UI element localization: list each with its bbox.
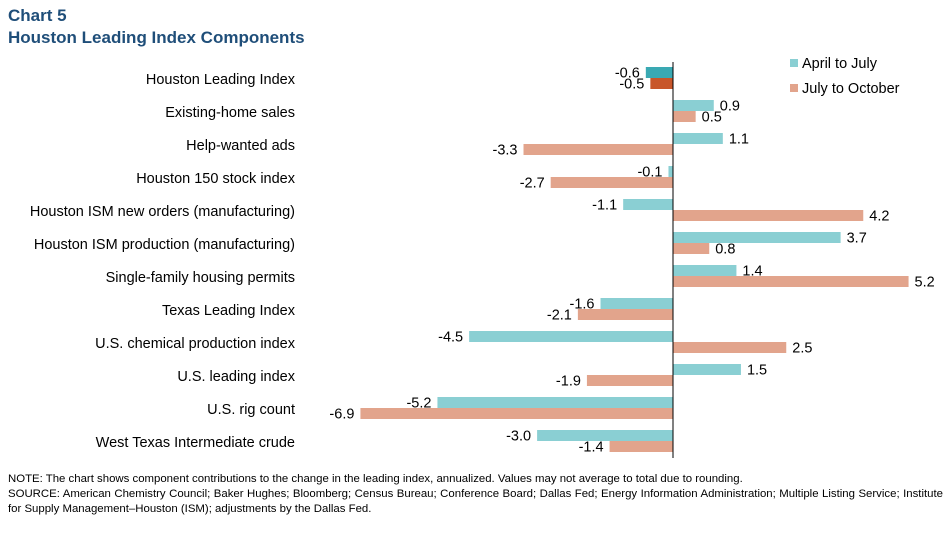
bar-april-to-july: [645, 67, 673, 78]
bar-july-to-october: [673, 276, 909, 287]
data-label: -2.1: [547, 308, 572, 324]
legend-swatch-april-to-july: [790, 59, 798, 67]
data-label: 0.8: [715, 242, 735, 258]
data-label: 5.2: [915, 275, 935, 291]
bar-april-to-july: [673, 265, 737, 276]
data-label: -1.6: [570, 297, 595, 313]
data-label: 4.2: [869, 209, 889, 225]
bar-july-to-october: [550, 177, 673, 188]
bar-july-to-october: [673, 210, 864, 221]
category-label: Houston ISM new orders (manufacturing): [30, 204, 295, 220]
bar-april-to-july: [673, 232, 841, 243]
category-label: U.S. chemical production index: [95, 336, 296, 352]
bar-april-to-july: [537, 430, 673, 441]
category-label: West Texas Intermediate crude: [96, 435, 295, 451]
chart-number: Chart 5: [8, 6, 67, 25]
bar-july-to-october: [577, 309, 673, 320]
category-label: Houston Leading Index: [146, 72, 296, 88]
bar-april-to-july: [673, 133, 723, 144]
category-label: Houston ISM production (manufacturing): [34, 237, 295, 253]
data-label: 0.9: [720, 99, 740, 115]
data-label: 0.5: [702, 110, 722, 126]
category-label: U.S. leading index: [177, 369, 295, 385]
bar-april-to-july: [600, 298, 673, 309]
data-label: -6.9: [329, 407, 354, 423]
legend-label-july-to-october: July to October: [802, 81, 900, 97]
data-label: -4.5: [438, 330, 463, 346]
bar-july-to-october: [673, 243, 710, 254]
bar-july-to-october: [609, 441, 673, 452]
data-label: -2.7: [520, 176, 545, 192]
legend-label-april-to-july: April to July: [802, 56, 878, 72]
note-text: NOTE: The chart shows component contribu…: [8, 473, 743, 485]
data-label: -0.1: [637, 165, 662, 181]
bar-april-to-july: [437, 397, 673, 408]
data-label: 1.5: [747, 363, 767, 379]
category-label: Single-family housing permits: [106, 270, 295, 286]
data-label: -1.9: [556, 374, 581, 390]
data-label: 2.5: [792, 341, 812, 357]
category-label: Houston 150 stock index: [136, 171, 296, 187]
bar-april-to-july: [668, 166, 673, 177]
data-label: 1.1: [729, 132, 749, 148]
data-label: -5.2: [406, 396, 431, 412]
chart-title: Chart 5 Houston Leading Index Components: [8, 5, 305, 49]
data-label: -3.3: [493, 143, 518, 159]
data-label: -3.0: [506, 429, 531, 445]
bar-july-to-october: [360, 408, 673, 419]
bar-july-to-october: [523, 144, 673, 155]
data-label: -0.6: [615, 66, 640, 82]
bar-april-to-july: [673, 100, 714, 111]
data-label: 3.7: [847, 231, 867, 247]
data-label: -1.1: [592, 198, 617, 214]
bar-july-to-october: [586, 375, 673, 386]
chart-heading: Houston Leading Index Components: [8, 28, 305, 47]
bar-july-to-october: [673, 342, 787, 353]
chart-notes: NOTE: The chart shows component contribu…: [8, 472, 943, 517]
category-label: Texas Leading Index: [162, 303, 296, 319]
source-text: SOURCE: American Chemistry Council; Bake…: [8, 488, 943, 515]
data-label: -0.5: [619, 77, 644, 93]
data-label: -1.4: [579, 440, 604, 456]
bar-april-to-july: [469, 331, 673, 342]
category-label: Existing-home sales: [165, 105, 295, 121]
bar-july-to-october: [650, 78, 673, 89]
legend-swatch-july-to-october: [790, 84, 798, 92]
category-label: Help-wanted ads: [186, 138, 295, 154]
bar-april-to-july: [673, 364, 741, 375]
category-label: U.S. rig count: [207, 402, 295, 418]
bar-july-to-october: [673, 111, 696, 122]
bar-chart: Houston Leading Index -0.6-0.5 Existing-ho…: [30, 56, 935, 458]
bar-april-to-july: [623, 199, 673, 210]
data-label: 1.4: [742, 264, 762, 280]
